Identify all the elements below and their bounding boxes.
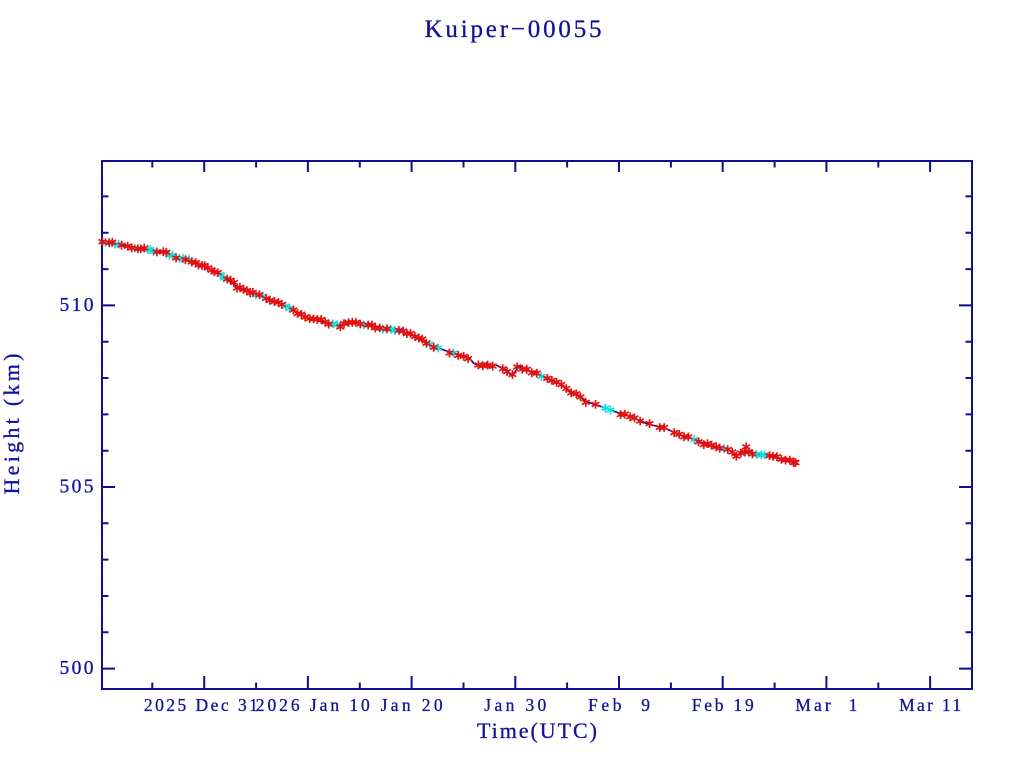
svg-text:Mar 11: Mar 11 (899, 695, 961, 715)
svg-text:2025 Dec 31: 2025 Dec 31 (144, 695, 258, 715)
svg-text:2026 Jan 10: 2026 Jan 10 (256, 695, 370, 715)
svg-text:500: 500 (60, 658, 94, 679)
svg-text:Height (km): Height (km) (0, 354, 24, 495)
svg-text:Mar 1: Mar 1 (795, 695, 857, 715)
svg-text:Feb 19: Feb 19 (692, 695, 754, 715)
svg-text:Time(UTC): Time(UTC) (477, 718, 597, 743)
svg-text:510: 510 (60, 295, 94, 316)
svg-text:505: 505 (60, 477, 94, 498)
svg-text:Kuiper−00055: Kuiper−00055 (425, 16, 602, 43)
svg-text:Feb 9: Feb 9 (588, 695, 650, 715)
